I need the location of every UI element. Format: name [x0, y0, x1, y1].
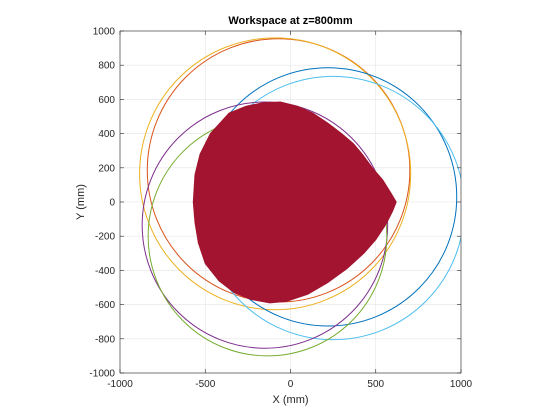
y-tick-label: -1000	[89, 369, 115, 380]
ticks	[119, 30, 462, 374]
y-tick-label: -600	[95, 300, 115, 311]
y-axis-label: Y (mm)	[75, 184, 87, 220]
y-tick-label: -800	[95, 334, 115, 345]
x-tick-label: 0	[288, 379, 294, 390]
y-tick-label: 600	[98, 95, 115, 106]
y-tick-label: 400	[98, 129, 115, 140]
tick-labels: -1000 -500 0 500 1000 -1000 -800 -600 -400 -200 0 2…	[89, 27, 472, 391]
y-tick-label: 1000	[93, 27, 116, 38]
y-tick-label: -200	[95, 232, 115, 243]
y-tick-label: 0	[109, 198, 115, 209]
x-tick-label: -1000	[107, 379, 133, 390]
y-tick-label: -400	[95, 266, 115, 277]
chart-title: Workspace at z=800mm	[228, 15, 352, 27]
x-axis-label: X (mm)	[272, 394, 308, 406]
y-tick-label: 800	[98, 61, 115, 72]
workspace-boundary-curve-5	[141, 101, 389, 349]
x-tick-label: 1000	[450, 379, 473, 390]
series-group	[139, 37, 461, 357]
y-tick-label: 200	[98, 163, 115, 174]
workspace-boundary-curve-2	[139, 37, 412, 311]
x-tick-label: -500	[195, 379, 215, 390]
reachable-workspace-region	[192, 101, 397, 304]
x-tick-label: 500	[367, 379, 384, 390]
